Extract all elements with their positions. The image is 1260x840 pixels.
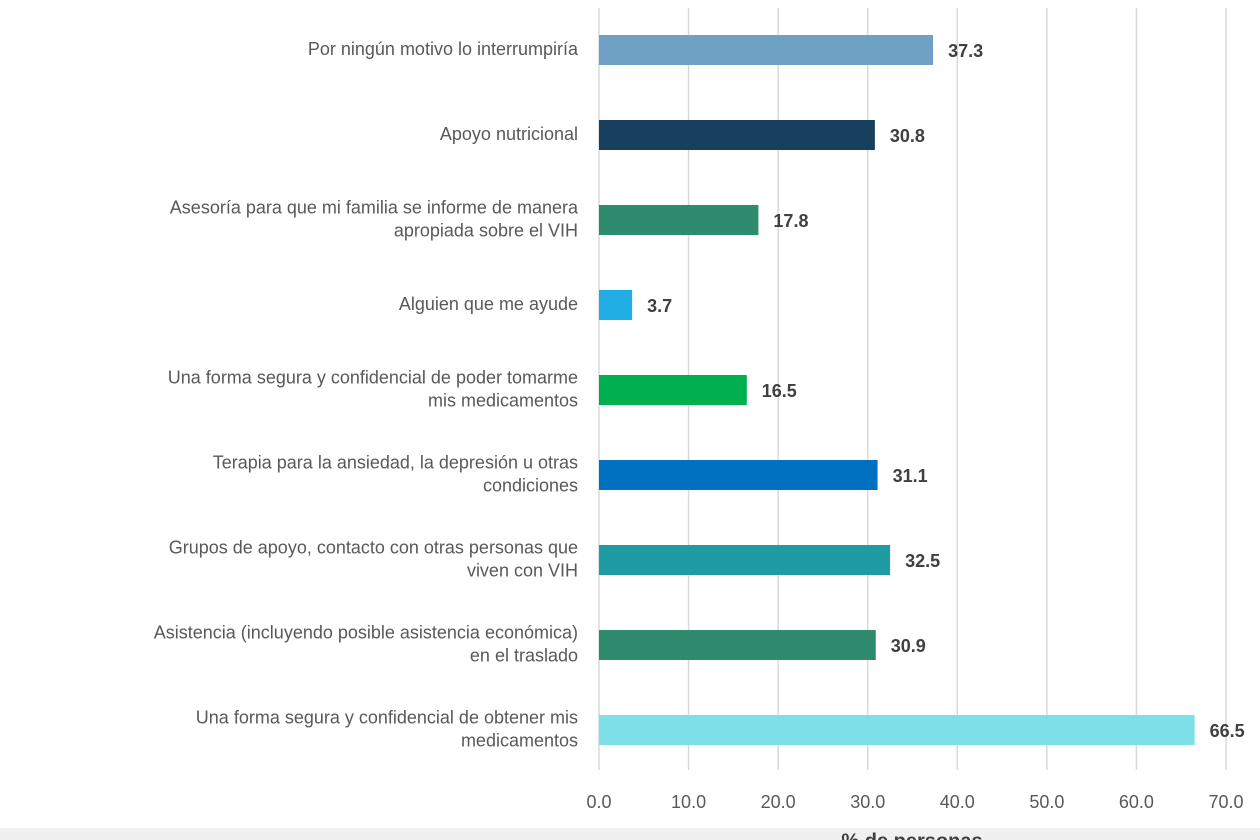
x-tick-label: 60.0 [1119, 792, 1154, 812]
bar [599, 715, 1195, 745]
bottom-strip [0, 828, 1260, 840]
value-label: 30.8 [890, 126, 925, 146]
x-tick-label: 30.0 [850, 792, 885, 812]
bar [599, 630, 876, 660]
value-label: 17.8 [773, 211, 808, 231]
bar [599, 460, 878, 490]
category-label: Alguien que me ayude [399, 294, 578, 314]
bar [599, 205, 759, 235]
bar [599, 545, 891, 575]
category-label: Por ningún motivo lo interrumpiría [308, 39, 579, 59]
category-label: apropiada sobre el VIH [394, 220, 578, 240]
category-label: condiciones [483, 475, 578, 495]
category-label: mis medicamentos [428, 390, 578, 410]
category-label: Asesoría para que mi familia se informe … [170, 197, 579, 217]
category-label: Una forma segura y confidencial de poder… [168, 367, 578, 387]
value-label: 16.5 [762, 381, 797, 401]
category-label: medicamentos [461, 730, 578, 750]
category-label: Apoyo nutricional [440, 124, 578, 144]
value-label: 3.7 [647, 296, 672, 316]
category-label: Grupos de apoyo, contacto con otras pers… [169, 537, 578, 557]
x-tick-label: 40.0 [940, 792, 975, 812]
x-tick-label: 10.0 [671, 792, 706, 812]
category-label: Asistencia (incluyendo posible asistenci… [154, 622, 578, 642]
bar [599, 375, 747, 405]
category-label: viven con VIH [467, 560, 578, 580]
bar [599, 290, 633, 320]
x-tick-label: 50.0 [1029, 792, 1064, 812]
x-tick-label: 70.0 [1208, 792, 1243, 812]
x-tick-label: 20.0 [761, 792, 796, 812]
value-label: 66.5 [1210, 721, 1245, 741]
bar [599, 35, 934, 65]
bar [599, 120, 875, 150]
x-tick-label: 0.0 [586, 792, 611, 812]
value-label: 31.1 [893, 466, 928, 486]
value-label: 37.3 [948, 41, 983, 61]
x-axis-title: % de personas [841, 830, 982, 840]
value-label: 32.5 [905, 551, 940, 571]
value-label: 30.9 [891, 636, 926, 656]
category-label: Terapia para la ansiedad, la depresión u… [213, 452, 578, 472]
category-label: Una forma segura y confidencial de obten… [196, 707, 578, 727]
category-label: en el traslado [470, 645, 578, 665]
